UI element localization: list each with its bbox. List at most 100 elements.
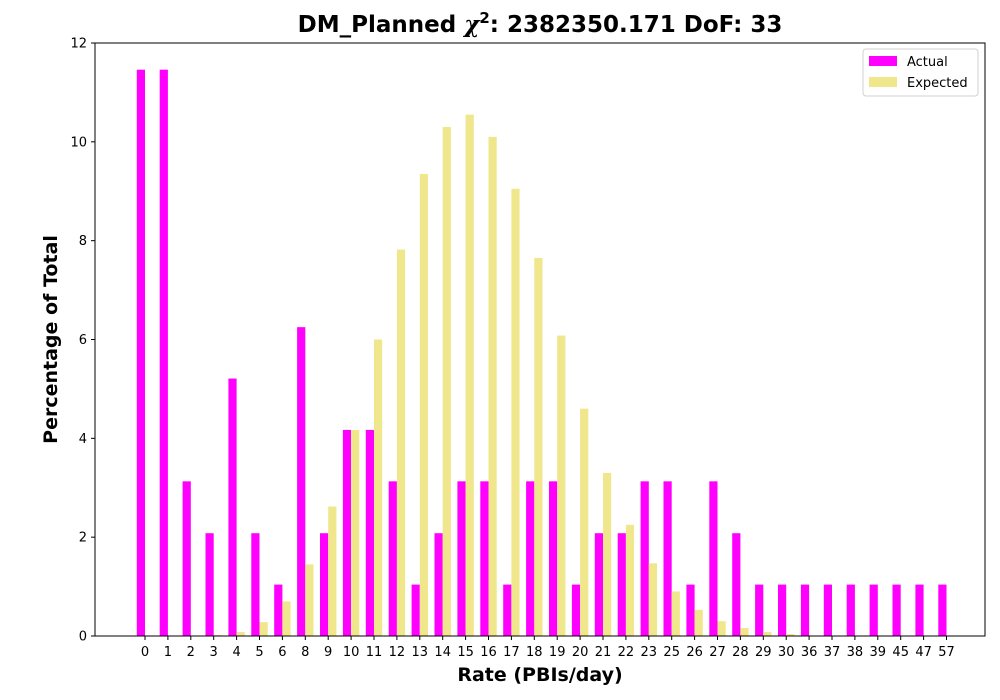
x-tick-label-11: 11 [366, 645, 383, 660]
y-axis-label: Percentage of Total [40, 235, 62, 444]
bar-expected-4 [236, 632, 245, 636]
bar-actual-39 [869, 584, 878, 636]
bar-expected-15 [465, 114, 474, 636]
x-tick-label-13: 13 [412, 645, 429, 660]
x-tick-label-38: 38 [847, 645, 864, 660]
bar-actual-29 [755, 584, 764, 636]
bar-expected-20 [580, 408, 589, 636]
legend-label-expected: Expected [907, 76, 968, 91]
bar-expected-8 [305, 564, 314, 636]
x-tick-label-16: 16 [480, 645, 497, 660]
y-tick-label-4: 4 [79, 432, 87, 447]
bar-actual-1 [159, 69, 168, 637]
x-tick-label-10: 10 [343, 645, 360, 660]
bar-actual-14 [434, 533, 443, 636]
x-tick-label-27: 27 [709, 645, 726, 660]
bar-actual-16 [480, 481, 489, 636]
x-tick-label-45: 45 [892, 645, 909, 660]
x-tick-label-21: 21 [595, 645, 612, 660]
y-tick-label-6: 6 [79, 333, 87, 348]
x-tick-label-14: 14 [434, 645, 451, 660]
x-tick-label-22: 22 [618, 645, 635, 660]
x-axis-ticks: 0 1 2 3 4 5 6 8 9 10 11 12 13 14 15 16 17 18 19 20 21 22 23 25 2… [141, 636, 955, 660]
bar-actual-27 [709, 481, 718, 636]
x-tick-label-0: 0 [141, 645, 149, 660]
y-tick-label-10: 10 [70, 135, 87, 150]
bar-actual-15 [457, 481, 466, 636]
x-tick-label-26: 26 [686, 645, 703, 660]
bar-actual-26 [686, 584, 695, 636]
bar-actual-2 [182, 481, 191, 636]
bar-expected-12 [396, 249, 406, 636]
bar-expected-19 [557, 335, 566, 636]
bar-expected-5 [259, 622, 268, 636]
x-tick-label-9: 9 [324, 645, 332, 660]
bar-actual-4 [228, 378, 237, 636]
y-tick-label-0: 0 [79, 630, 87, 645]
x-tick-label-8: 8 [301, 645, 309, 660]
x-tick-label-25: 25 [663, 645, 680, 660]
x-tick-label-18: 18 [526, 645, 543, 660]
bar-expected-6 [282, 601, 291, 636]
bar-actual-25 [663, 481, 672, 636]
x-axis-label: Rate (PBIs/day) [457, 664, 622, 686]
y-tick-label-8: 8 [79, 234, 87, 249]
x-tick-label-6: 6 [278, 645, 286, 660]
bar-actual-30 [778, 584, 787, 636]
x-tick-label-5: 5 [255, 645, 263, 660]
y-axis-ticks: 0 2 4 6 8 10 12 [70, 37, 95, 645]
bar-actual-45 [892, 584, 901, 636]
legend-swatch-expected [869, 77, 897, 87]
bar-actual-21 [594, 533, 603, 636]
chart-title-prefix: DM_Planned [298, 12, 465, 38]
bar-actual-0 [136, 69, 145, 637]
y-tick-label-12: 12 [70, 37, 87, 52]
bar-expected-25 [671, 591, 680, 636]
legend: Actual Expected [862, 48, 979, 97]
bar-expected-10 [351, 429, 360, 636]
bar-expected-11 [374, 339, 383, 636]
bar-actual-11 [365, 429, 374, 636]
bar-actual-10 [342, 429, 352, 636]
bar-actual-47 [915, 584, 924, 636]
x-tick-label-23: 23 [641, 645, 658, 660]
x-tick-label-3: 3 [210, 645, 218, 660]
bar-expected-17 [511, 188, 520, 636]
plot-area [136, 69, 947, 637]
bar-actual-3 [205, 533, 214, 636]
bar-actual-36 [800, 584, 810, 636]
bar-expected-28 [740, 628, 749, 636]
bar-actual-57 [938, 584, 947, 636]
x-tick-label-12: 12 [389, 645, 406, 660]
bar-actual-8 [297, 327, 306, 636]
bar-actual-12 [388, 481, 397, 636]
legend-swatch-actual [869, 56, 897, 66]
bar-actual-17 [503, 584, 512, 636]
bar-actual-37 [823, 584, 832, 636]
bar-actual-19 [549, 481, 558, 636]
bar-actual-5 [251, 533, 260, 636]
x-tick-label-4: 4 [232, 645, 240, 660]
x-tick-label-17: 17 [503, 645, 520, 660]
bar-actual-22 [617, 533, 626, 636]
x-tick-label-36: 36 [801, 645, 818, 660]
x-tick-label-47: 47 [915, 645, 932, 660]
x-tick-label-57: 57 [938, 645, 955, 660]
y-tick-label-2: 2 [79, 531, 87, 546]
x-tick-label-37: 37 [824, 645, 841, 660]
bar-actual-38 [846, 584, 855, 636]
bar-actual-23 [640, 481, 649, 636]
x-tick-label-30: 30 [778, 645, 795, 660]
plot-frame [94, 42, 986, 637]
bar-expected-26 [694, 609, 703, 636]
x-tick-label-1: 1 [164, 645, 172, 660]
x-tick-label-39: 39 [870, 645, 887, 660]
bar-expected-30 [786, 634, 795, 636]
x-tick-label-28: 28 [732, 645, 749, 660]
bar-expected-23 [648, 563, 657, 636]
bar-expected-22 [625, 524, 635, 636]
bar-actual-13 [411, 584, 420, 636]
chart-title-chi: χ [462, 11, 481, 38]
bar-actual-20 [571, 584, 581, 636]
x-tick-label-19: 19 [549, 645, 566, 660]
